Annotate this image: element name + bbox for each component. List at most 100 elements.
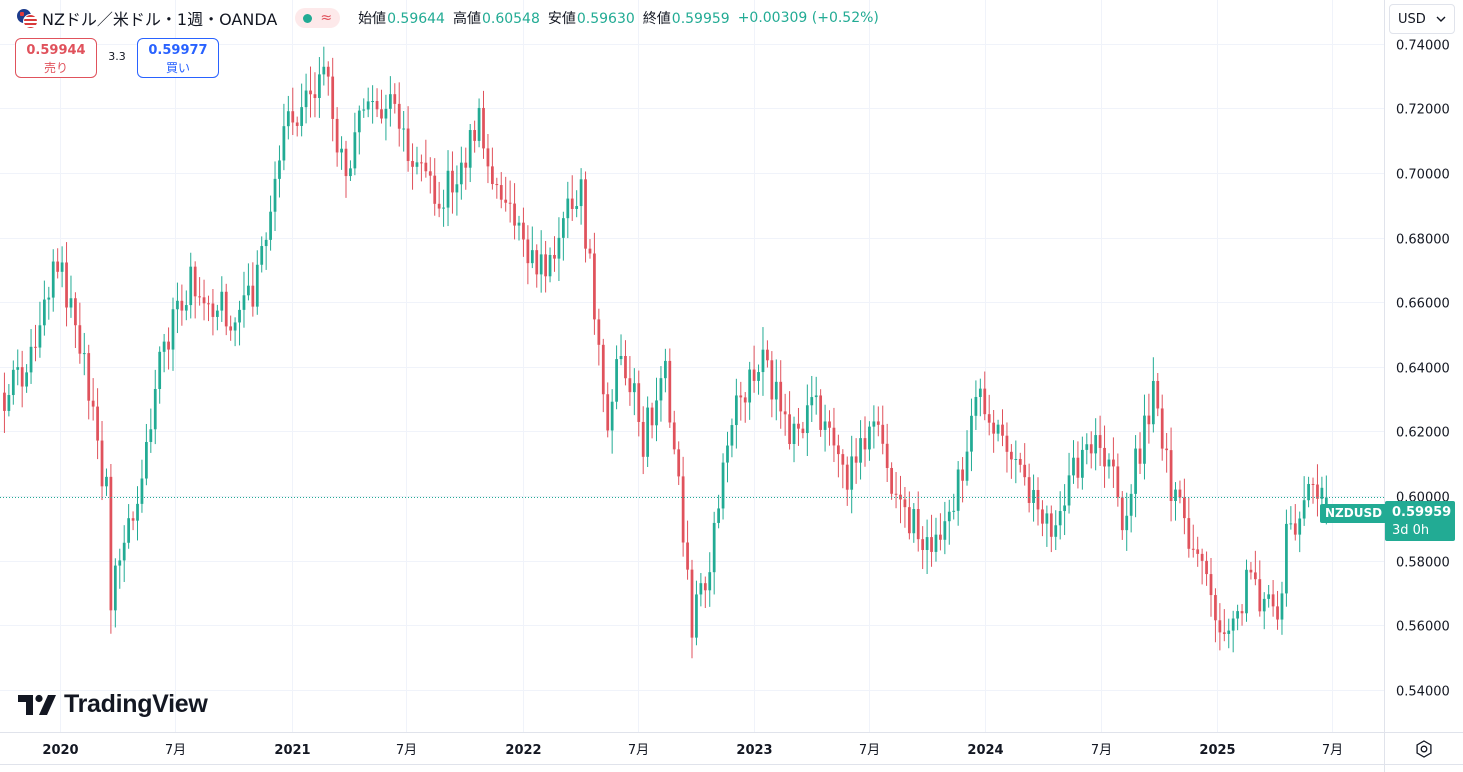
candle-body bbox=[25, 372, 28, 387]
candle-body bbox=[486, 148, 490, 167]
candle-body bbox=[1076, 457, 1080, 478]
candle-body bbox=[1187, 518, 1191, 549]
candle-body bbox=[51, 261, 55, 298]
candle-body bbox=[730, 425, 734, 446]
candle-body bbox=[189, 266, 193, 306]
candle-body bbox=[597, 319, 601, 345]
candle-body bbox=[153, 388, 157, 430]
tradingview-logo[interactable]: TradingView bbox=[18, 690, 208, 719]
candle-body bbox=[131, 518, 135, 521]
candle-body bbox=[939, 534, 942, 540]
candle-body bbox=[198, 296, 201, 298]
candle-body bbox=[149, 429, 153, 442]
candle-body bbox=[952, 510, 956, 512]
candle-body bbox=[677, 449, 681, 477]
candle-body bbox=[566, 198, 570, 219]
candle-body bbox=[872, 421, 876, 427]
currency-select[interactable]: USD bbox=[1389, 4, 1455, 34]
candle-body bbox=[127, 518, 131, 543]
candle-body bbox=[87, 353, 91, 401]
candle-body bbox=[628, 378, 632, 393]
candle-body bbox=[1178, 489, 1182, 498]
candle-body bbox=[286, 111, 290, 127]
symbol-price-tag: NZDUSD bbox=[1320, 504, 1388, 523]
candle-body bbox=[650, 407, 654, 426]
candle-body bbox=[610, 401, 614, 431]
candle-body bbox=[708, 572, 712, 591]
candle-body bbox=[1205, 560, 1208, 575]
price-axis[interactable]: 0.74000 0.72000 0.70000 0.68000 0.66000 0.640… bbox=[1396, 39, 1450, 700]
time-axis[interactable]: 2020 7月 2021 7月 2022 7月 2023 7月 2024 7月 2025 7月 bbox=[42, 743, 1343, 758]
price-tick-label: 0.58000 bbox=[1396, 556, 1450, 571]
price-change: +0.00309 (+0.52%) bbox=[737, 10, 879, 26]
candle-body bbox=[362, 109, 366, 111]
candle-body bbox=[251, 285, 255, 307]
symbol-title[interactable]: NZドル／米ドル・1週・OANDA bbox=[42, 10, 278, 29]
candle-body bbox=[792, 423, 796, 445]
candle-body bbox=[411, 161, 414, 167]
candle-body bbox=[1249, 569, 1253, 573]
candle-body bbox=[171, 309, 175, 350]
candle-body bbox=[1311, 483, 1315, 485]
candle-body bbox=[278, 160, 281, 179]
candle-body bbox=[1209, 574, 1213, 596]
candle-body bbox=[797, 423, 800, 429]
candle-body bbox=[934, 534, 938, 552]
candle-body bbox=[703, 583, 707, 591]
candle-body bbox=[16, 367, 20, 370]
sell-price: 0.59944 bbox=[26, 43, 86, 58]
chevron-down-icon bbox=[1436, 16, 1446, 22]
bar-countdown: 3d 0h bbox=[1392, 523, 1430, 538]
candle-body bbox=[451, 170, 454, 193]
candle-body bbox=[943, 521, 947, 540]
spread-value: 3.3 bbox=[108, 50, 126, 63]
time-tick-label: 2023 bbox=[736, 743, 772, 758]
candle-body bbox=[1067, 475, 1071, 506]
price-tick-label: 0.66000 bbox=[1396, 297, 1450, 312]
candle-body bbox=[575, 206, 579, 209]
candle-body bbox=[318, 74, 321, 98]
candle-body bbox=[477, 107, 481, 141]
candle-body bbox=[1063, 505, 1066, 512]
buy-button[interactable]: 0.59977 買い bbox=[137, 38, 219, 78]
candle-body bbox=[340, 148, 343, 153]
candle-body bbox=[1120, 497, 1124, 531]
candle-body bbox=[1183, 497, 1186, 519]
candle-body bbox=[47, 297, 51, 300]
candle-body bbox=[233, 322, 237, 331]
ohlc-high: 高値0.60548 bbox=[452, 11, 540, 27]
candle-body bbox=[20, 367, 24, 387]
candle-body bbox=[930, 537, 933, 552]
candle-body bbox=[1018, 458, 1022, 465]
candle-body bbox=[734, 395, 738, 426]
candle-body bbox=[513, 203, 516, 226]
candle-body bbox=[38, 325, 42, 348]
candle-body bbox=[748, 369, 752, 403]
candle-body bbox=[1054, 525, 1058, 537]
candle-body bbox=[78, 325, 82, 354]
candle-body bbox=[539, 254, 543, 275]
candle-body bbox=[770, 360, 774, 400]
candle-body bbox=[530, 250, 534, 264]
candle-body bbox=[7, 395, 11, 411]
settings-gear-icon[interactable] bbox=[1414, 739, 1434, 759]
candle-body bbox=[1134, 448, 1137, 494]
candle-body bbox=[570, 198, 574, 209]
candle-body bbox=[335, 118, 339, 153]
time-tick-label: 7月 bbox=[628, 743, 649, 758]
candle-body bbox=[526, 239, 530, 264]
candle-body bbox=[557, 237, 561, 259]
candle-body bbox=[1156, 380, 1160, 409]
price-tick-label: 0.70000 bbox=[1396, 168, 1450, 183]
candle-body bbox=[437, 203, 441, 209]
status-pill[interactable]: ≈ bbox=[295, 8, 341, 28]
candle-body bbox=[907, 507, 911, 534]
sell-button[interactable]: 0.59944 売り bbox=[15, 38, 97, 78]
candle-body bbox=[375, 101, 379, 110]
candle-body bbox=[885, 443, 889, 468]
candle-body bbox=[473, 130, 477, 141]
time-tick-label: 7月 bbox=[1091, 743, 1112, 758]
candle-body bbox=[832, 427, 836, 446]
